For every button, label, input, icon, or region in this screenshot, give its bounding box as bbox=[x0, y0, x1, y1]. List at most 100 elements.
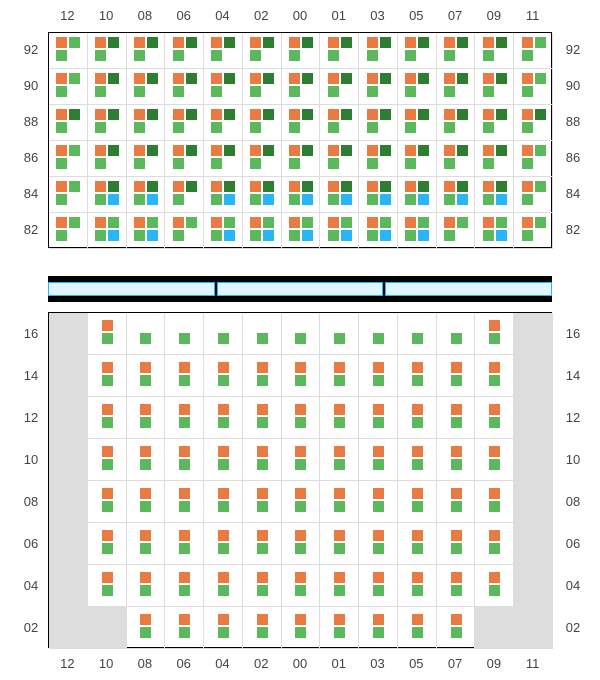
sq-green bbox=[367, 230, 378, 241]
sq-green bbox=[457, 73, 468, 84]
sq-orange bbox=[218, 488, 229, 499]
sq-green bbox=[140, 333, 151, 344]
sq-orange bbox=[102, 530, 113, 541]
sq-orange bbox=[257, 572, 268, 583]
sq-green bbox=[69, 109, 80, 120]
sq-orange bbox=[451, 530, 462, 541]
sq-green bbox=[186, 217, 197, 228]
sq-green bbox=[489, 543, 500, 554]
bot-cell bbox=[282, 355, 321, 397]
sq-green bbox=[418, 217, 429, 228]
sq-green bbox=[108, 217, 119, 228]
axis-label: 08 bbox=[126, 8, 165, 23]
sq-green bbox=[451, 417, 462, 428]
sq-orange bbox=[328, 37, 339, 48]
bot-cell bbox=[320, 313, 359, 355]
bot-cell bbox=[127, 439, 166, 481]
bottom-grid bbox=[48, 312, 552, 648]
sq-green bbox=[179, 417, 190, 428]
sq-green bbox=[173, 86, 184, 97]
sq-green bbox=[140, 459, 151, 470]
sq-green bbox=[263, 145, 274, 156]
sq-orange bbox=[179, 488, 190, 499]
sq-orange bbox=[289, 109, 300, 120]
axis-label: 06 bbox=[560, 536, 586, 551]
sq-green bbox=[341, 37, 352, 48]
axis-label: 12 bbox=[48, 8, 87, 23]
sq-orange bbox=[328, 181, 339, 192]
sq-orange bbox=[134, 181, 145, 192]
sq-green bbox=[108, 145, 119, 156]
bot-cell bbox=[49, 313, 88, 355]
bot-cell bbox=[398, 313, 437, 355]
sq-green bbox=[412, 543, 423, 554]
sq-green bbox=[56, 86, 67, 97]
bot-cell bbox=[127, 397, 166, 439]
sq-orange bbox=[56, 145, 67, 156]
sq-green bbox=[218, 543, 229, 554]
sq-green bbox=[412, 375, 423, 386]
sq-green bbox=[147, 145, 158, 156]
sq-orange bbox=[451, 572, 462, 583]
sq-green bbox=[457, 37, 468, 48]
bot-cell bbox=[127, 313, 166, 355]
sq-orange bbox=[373, 362, 384, 373]
sq-green bbox=[295, 459, 306, 470]
sq-orange bbox=[295, 614, 306, 625]
sq-orange bbox=[179, 404, 190, 415]
sq-orange bbox=[489, 572, 500, 583]
sq-green bbox=[250, 230, 261, 241]
sq-green bbox=[56, 122, 67, 133]
sq-orange bbox=[334, 446, 345, 457]
sq-green bbox=[186, 181, 197, 192]
sq-green bbox=[69, 145, 80, 156]
sq-green bbox=[328, 194, 339, 205]
sq-orange bbox=[444, 37, 455, 48]
axis-label: 02 bbox=[242, 656, 281, 671]
sq-green bbox=[496, 181, 507, 192]
bot-cell bbox=[398, 355, 437, 397]
bot-cell bbox=[127, 523, 166, 565]
bot-cell bbox=[282, 481, 321, 523]
sq-green bbox=[405, 122, 416, 133]
sq-green bbox=[257, 543, 268, 554]
sq-green bbox=[380, 217, 391, 228]
top-cell bbox=[320, 213, 359, 249]
sq-green bbox=[147, 217, 158, 228]
axis-label: 06 bbox=[18, 536, 44, 551]
bot-cell bbox=[127, 355, 166, 397]
sq-green bbox=[483, 230, 494, 241]
axis-label: 10 bbox=[87, 8, 126, 23]
top-cell bbox=[243, 69, 282, 105]
sq-green bbox=[405, 158, 416, 169]
top-cell bbox=[49, 141, 88, 177]
sq-orange bbox=[522, 109, 533, 120]
top-cell bbox=[398, 141, 437, 177]
sq-orange bbox=[444, 181, 455, 192]
axis-label: 03 bbox=[358, 656, 397, 671]
top-cell bbox=[437, 33, 476, 69]
sq-green bbox=[250, 194, 261, 205]
sq-green bbox=[496, 37, 507, 48]
bot-cell bbox=[49, 607, 88, 649]
sq-orange bbox=[373, 404, 384, 415]
sq-green bbox=[489, 459, 500, 470]
sq-orange bbox=[95, 73, 106, 84]
bot-cell bbox=[437, 523, 476, 565]
sq-orange bbox=[173, 109, 184, 120]
bot-cell bbox=[243, 397, 282, 439]
sq-orange bbox=[334, 530, 345, 541]
sq-green bbox=[334, 333, 345, 344]
sq-green bbox=[102, 333, 113, 344]
sq-green bbox=[412, 501, 423, 512]
sq-green bbox=[373, 585, 384, 596]
bot-cell bbox=[514, 439, 553, 481]
sq-orange bbox=[218, 572, 229, 583]
sq-orange bbox=[179, 362, 190, 373]
sq-orange bbox=[444, 109, 455, 120]
sq-green bbox=[69, 73, 80, 84]
bot-cell bbox=[243, 523, 282, 565]
axis-label: 11 bbox=[513, 656, 552, 671]
sq-green bbox=[457, 217, 468, 228]
sq-green bbox=[535, 217, 546, 228]
